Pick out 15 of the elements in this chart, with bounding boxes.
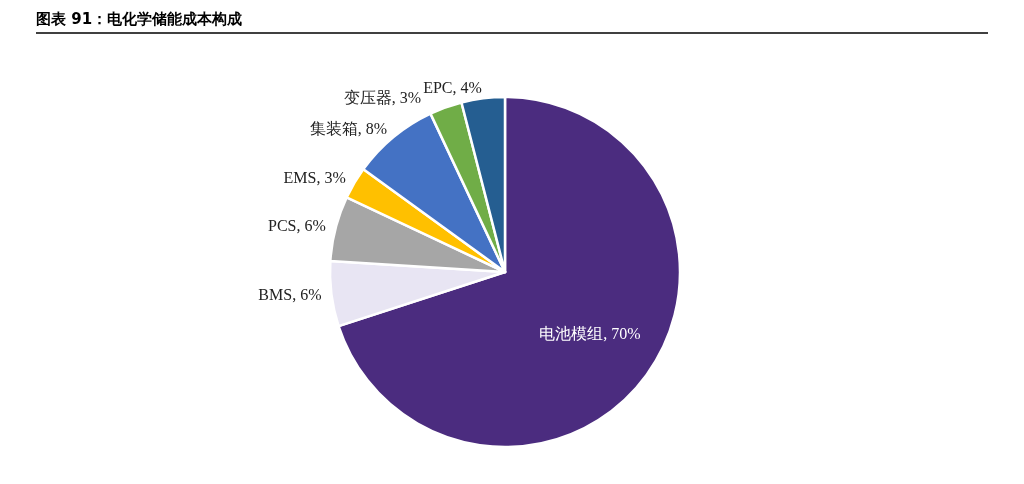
data-label: , 70% bbox=[603, 324, 641, 342]
data-label: , 3% bbox=[391, 88, 422, 106]
slice-label: PCS bbox=[268, 216, 297, 234]
slice-label: EPC bbox=[423, 79, 453, 97]
slice-label: 集装箱 bbox=[309, 120, 358, 138]
chart-title: 图表 91：电化学储能成本构成 bbox=[36, 10, 243, 28]
data-label: , 6% bbox=[296, 216, 326, 234]
data-label: , 6% bbox=[292, 286, 322, 304]
slice-label: 电池模组 bbox=[539, 324, 604, 342]
data-label: , 3% bbox=[316, 168, 346, 186]
data-label: , 8% bbox=[357, 120, 388, 138]
slice-label: BMS bbox=[258, 286, 293, 304]
slice-label: 变压器 bbox=[343, 88, 392, 106]
slice-label: EMS bbox=[283, 168, 317, 186]
data-label: , 4% bbox=[452, 79, 482, 97]
